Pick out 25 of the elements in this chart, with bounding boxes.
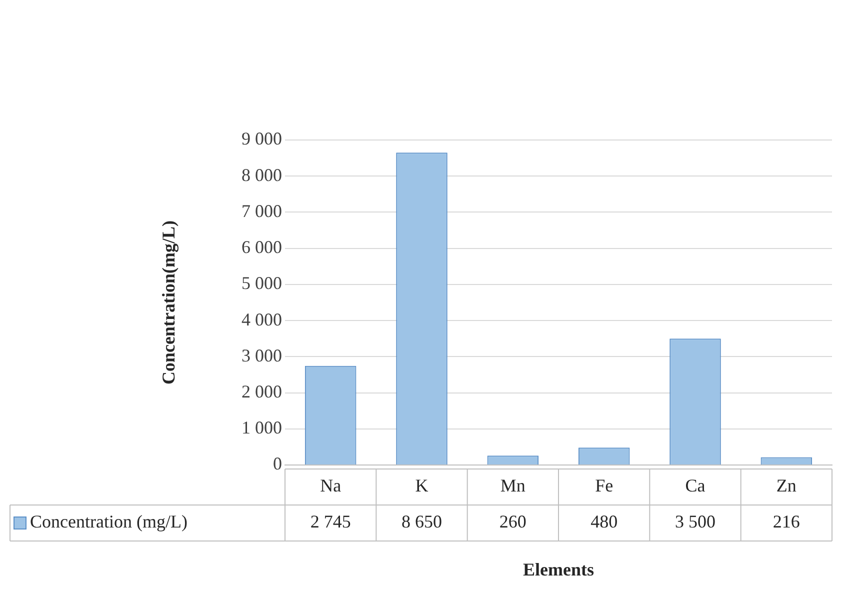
y-tick-label: 0: [273, 454, 282, 474]
data-label: 260: [499, 512, 526, 532]
y-tick-label: 7 000: [242, 200, 282, 221]
legend-label: Concentration (mg/L): [30, 512, 188, 532]
data-label: 2 745: [310, 512, 351, 532]
x-tick-label: Ca: [685, 476, 706, 496]
y-tick-label: 3 000: [242, 345, 282, 366]
data-label: 3 500: [675, 512, 716, 532]
x-tick-label: Mn: [500, 476, 526, 496]
y-tick-label: 2 000: [242, 382, 282, 402]
y-tick-label: 4 000: [242, 309, 282, 330]
x-axis-title: Elements: [523, 560, 594, 580]
x-tick-label: Zn: [776, 476, 796, 496]
x-tick-label: Na: [320, 476, 342, 496]
x-tick-label: K: [415, 476, 428, 496]
y-tick-label: 8 000: [242, 164, 282, 185]
y-axis-title: Concentration(mg/L): [158, 220, 178, 384]
y-tick-label: 9 000: [242, 128, 282, 149]
y-tick-label: 6 000: [242, 237, 282, 258]
y-tick-label: 1 000: [242, 418, 282, 438]
y-tick-label: 5 000: [242, 273, 282, 294]
data-label: 480: [590, 512, 618, 532]
data-label: 216: [772, 512, 800, 532]
x-tick-label: Fe: [595, 476, 614, 496]
data-label: 8 650: [402, 512, 442, 532]
